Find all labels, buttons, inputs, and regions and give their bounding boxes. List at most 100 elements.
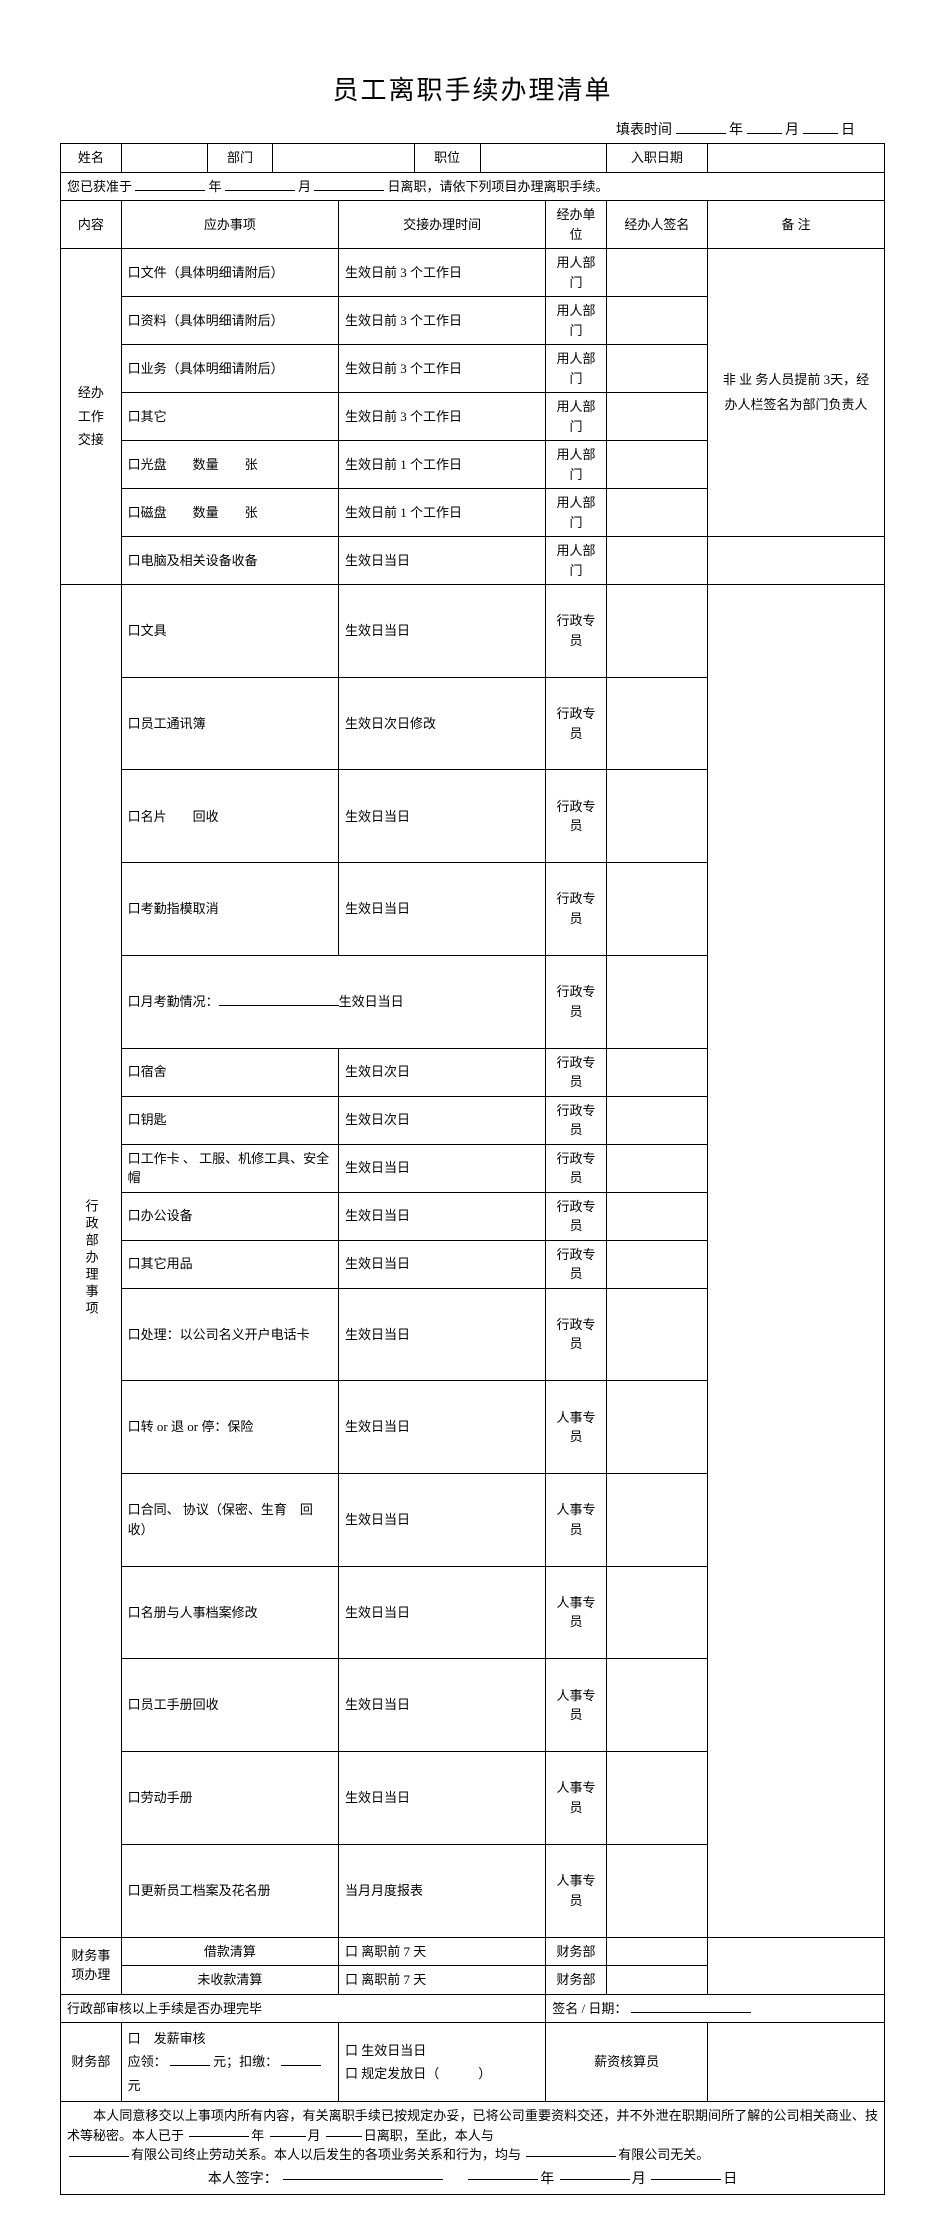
name-label: 姓名 [61,144,122,173]
sec2-row-unit: 人事专员 [546,1844,607,1937]
attendance-blank[interactable] [219,993,339,1006]
sec2-row-time: 生效日当日 [339,1473,546,1566]
sec2-row-sign[interactable] [606,1144,707,1192]
audit-text: 行政部审核以上手续是否办理完毕 [61,1994,546,2023]
sec2-row-sign[interactable] [606,1659,707,1752]
sec2-row-sign[interactable] [606,1288,707,1381]
fin-deduct-blank[interactable] [281,2053,321,2066]
fin-receive-blank[interactable] [170,2053,210,2066]
hire-label: 入职日期 [606,144,707,173]
sec2-row-task: 口名册与人事档案修改 [121,1566,338,1659]
sec2-row-time: 生效日当日 [339,770,546,863]
page-title: 员工离职手续办理清单 [60,70,885,107]
dept-field[interactable] [273,144,415,173]
decl-company2-blank[interactable] [526,2156,616,2157]
sec1-row-task: 口磁盘 数量 张 [121,489,338,537]
pos-field[interactable] [480,144,606,173]
sec1-label: 经办工作交接 [61,249,122,585]
sec2-row-sign[interactable] [606,585,707,678]
sec1-row-sign[interactable] [606,297,707,345]
sec1-note-empty [707,537,884,585]
name-field[interactable] [121,144,207,173]
sec2-row-unit: 行政专员 [546,1144,607,1192]
sec2-row-sign[interactable] [606,1192,707,1240]
col-task: 应办事项 [121,201,338,249]
col-unit: 经办单位 [546,201,607,249]
sec1-row-sign[interactable] [606,537,707,585]
sign-day-blank[interactable] [651,2179,721,2180]
sec2-row-task: 口考勤指模取消 [121,863,338,956]
sec2-row-time: 生效日当日 [339,863,546,956]
sec2-row-unit: 人事专员 [546,1566,607,1659]
fill-year-blank[interactable] [676,119,726,134]
sec2-row-sign[interactable] [606,1096,707,1144]
decl-month-blank[interactable] [270,2136,306,2137]
personal-row: 姓名 部门 职位 入职日期 [61,144,885,173]
approved-month-blank[interactable] [225,178,295,191]
fill-month-blank[interactable] [747,119,782,134]
sec1-row-sign[interactable] [606,249,707,297]
col-content: 内容 [61,201,122,249]
sec1-row-task: 口光盘 数量 张 [121,441,338,489]
self-sign-blank[interactable] [283,2179,443,2180]
sec2-row-time: 生效日次日 [339,1096,546,1144]
sec2-row-sign[interactable] [606,863,707,956]
decl-year-blank[interactable] [189,2136,249,2137]
decl-day-blank[interactable] [326,2136,362,2137]
sec2-row-sign[interactable] [606,1381,707,1474]
sec2-row-sign[interactable] [606,1048,707,1096]
sec1-row-unit: 用人部门 [546,441,607,489]
sec2-row-task: 口员工手册回收 [121,1659,338,1752]
col-time: 交接办理时间 [339,201,546,249]
sec1-row-time: 生效日前 3 个工作日 [339,297,546,345]
sec3-row-time: 口 离职前 7 天 [339,1966,546,1995]
sec2-row-task: 口员工通讯簿 [121,677,338,770]
sec1-row-time: 生效日前 3 个工作日 [339,345,546,393]
sec2-row-unit: 行政专员 [546,955,607,1048]
sec1-row-time: 生效日当日 [339,537,546,585]
fill-time-label: 填表时间 [616,123,672,138]
fin-unit-cell: 薪资核算员 [546,2023,708,2102]
sec3-row-sign[interactable] [606,1937,707,1966]
sec2-row-time: 生效日当日 [339,1288,546,1381]
sec3-row-unit: 财务部 [546,1966,607,1995]
sec2-label: 行政部办理事项 [61,585,122,1938]
approved-day-blank[interactable] [314,178,384,191]
sec2-row-unit: 行政专员 [546,1192,607,1240]
sec2-row-sign[interactable] [606,1240,707,1288]
sec2-row-sign[interactable] [606,770,707,863]
audit-sign-cell[interactable]: 签名 / 日期： [546,1994,885,2023]
sec2-row-task: 口转 or 退 or 停：保险 [121,1381,338,1474]
sec1-row-sign[interactable] [606,345,707,393]
sec1-row-sign[interactable] [606,441,707,489]
sec1-row-sign[interactable] [606,393,707,441]
fin-salary-cell: 口 发薪审核 应领： 元；扣缴： 元 [121,2023,338,2102]
fill-day-blank[interactable] [803,119,838,134]
fin-dept-label: 财务部 [61,2023,122,2102]
sec1-row-time: 生效日前 1 个工作日 [339,489,546,537]
sec2-row-unit: 行政专员 [546,585,607,678]
sec2-row-sign[interactable] [606,1473,707,1566]
sec2-row-unit: 行政专员 [546,1240,607,1288]
audit-sign-blank[interactable] [631,2000,751,2013]
decl-company1-blank[interactable] [69,2156,129,2157]
sec1-note: 非 业 务人员提前 3天，经办人栏签名为部门负责人 [707,249,884,537]
sign-year-blank[interactable] [468,2179,538,2180]
sec2-row-sign[interactable] [606,1566,707,1659]
fill-time-line: 填表时间 年 月 日 [60,119,885,139]
sec2-row-sign[interactable] [606,1752,707,1845]
sec2-row-time: 生效日当日 [339,1566,546,1659]
sec1-row-task: 口其它 [121,393,338,441]
sec3-row-sign[interactable] [606,1966,707,1995]
dept-label: 部门 [207,144,273,173]
hire-field[interactable] [707,144,884,173]
sec1-row-sign[interactable] [606,489,707,537]
sec2-row-sign[interactable] [606,677,707,770]
pos-label: 职位 [414,144,480,173]
sign-month-blank[interactable] [560,2179,630,2180]
fin-sign-cell[interactable] [707,2023,884,2102]
sec2-row-sign[interactable] [606,955,707,1048]
sec2-row-sign[interactable] [606,1844,707,1937]
fin-time-cell: 口 生效日当日 口 规定发放日（ ） [339,2023,546,2102]
approved-year-blank[interactable] [135,178,205,191]
